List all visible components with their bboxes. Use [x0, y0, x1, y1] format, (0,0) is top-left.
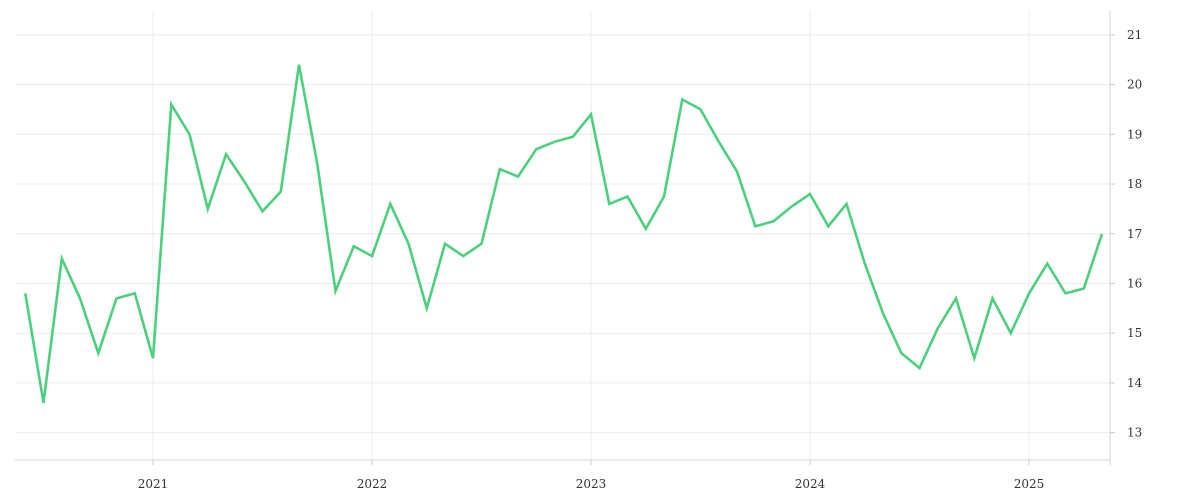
x-tick-label: 2025 — [1014, 477, 1045, 491]
y-tick-label: 14 — [1127, 376, 1143, 390]
x-tick-label: 2024 — [795, 477, 826, 491]
x-tick-label: 2023 — [576, 477, 607, 491]
y-tick-label: 19 — [1127, 127, 1142, 141]
series-line — [24, 64, 1104, 404]
y-tick-label: 21 — [1127, 28, 1142, 42]
y-tick-label: 16 — [1127, 276, 1142, 290]
y-tick-label: 17 — [1127, 227, 1142, 241]
gridlines — [15, 10, 1110, 460]
y-tick-label: 18 — [1127, 177, 1142, 191]
y-tick-label: 13 — [1127, 426, 1142, 440]
series-layer — [24, 64, 1104, 404]
x-tick-label: 2021 — [138, 477, 169, 491]
x-tick-label: 2022 — [357, 477, 388, 491]
y-tick-label: 15 — [1127, 326, 1142, 340]
axes — [15, 10, 1115, 465]
y-tick-label: 20 — [1127, 78, 1142, 92]
